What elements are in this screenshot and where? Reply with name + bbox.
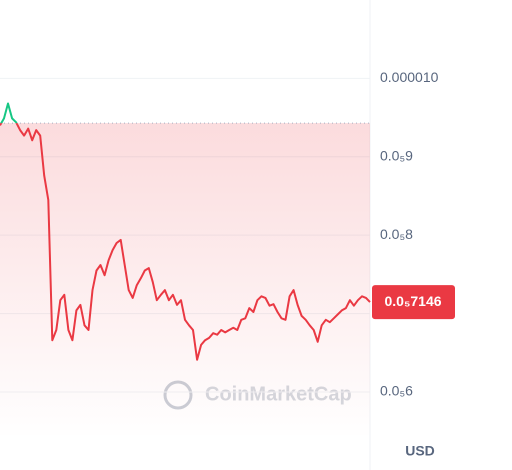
currency-label: USD [405,443,435,459]
price-line [0,123,371,361]
price-tag [372,285,455,320]
baseline-fill [0,123,370,439]
y-tick-label: 0.0₅8 [380,226,413,242]
y-tick-label: 0.0₅6 [380,383,413,399]
y-tick-label: 0.0₅9 [380,147,413,163]
price-tag-label: 0.0₅7146 [384,293,441,309]
y-tick-label: 0.000010 [380,69,439,85]
